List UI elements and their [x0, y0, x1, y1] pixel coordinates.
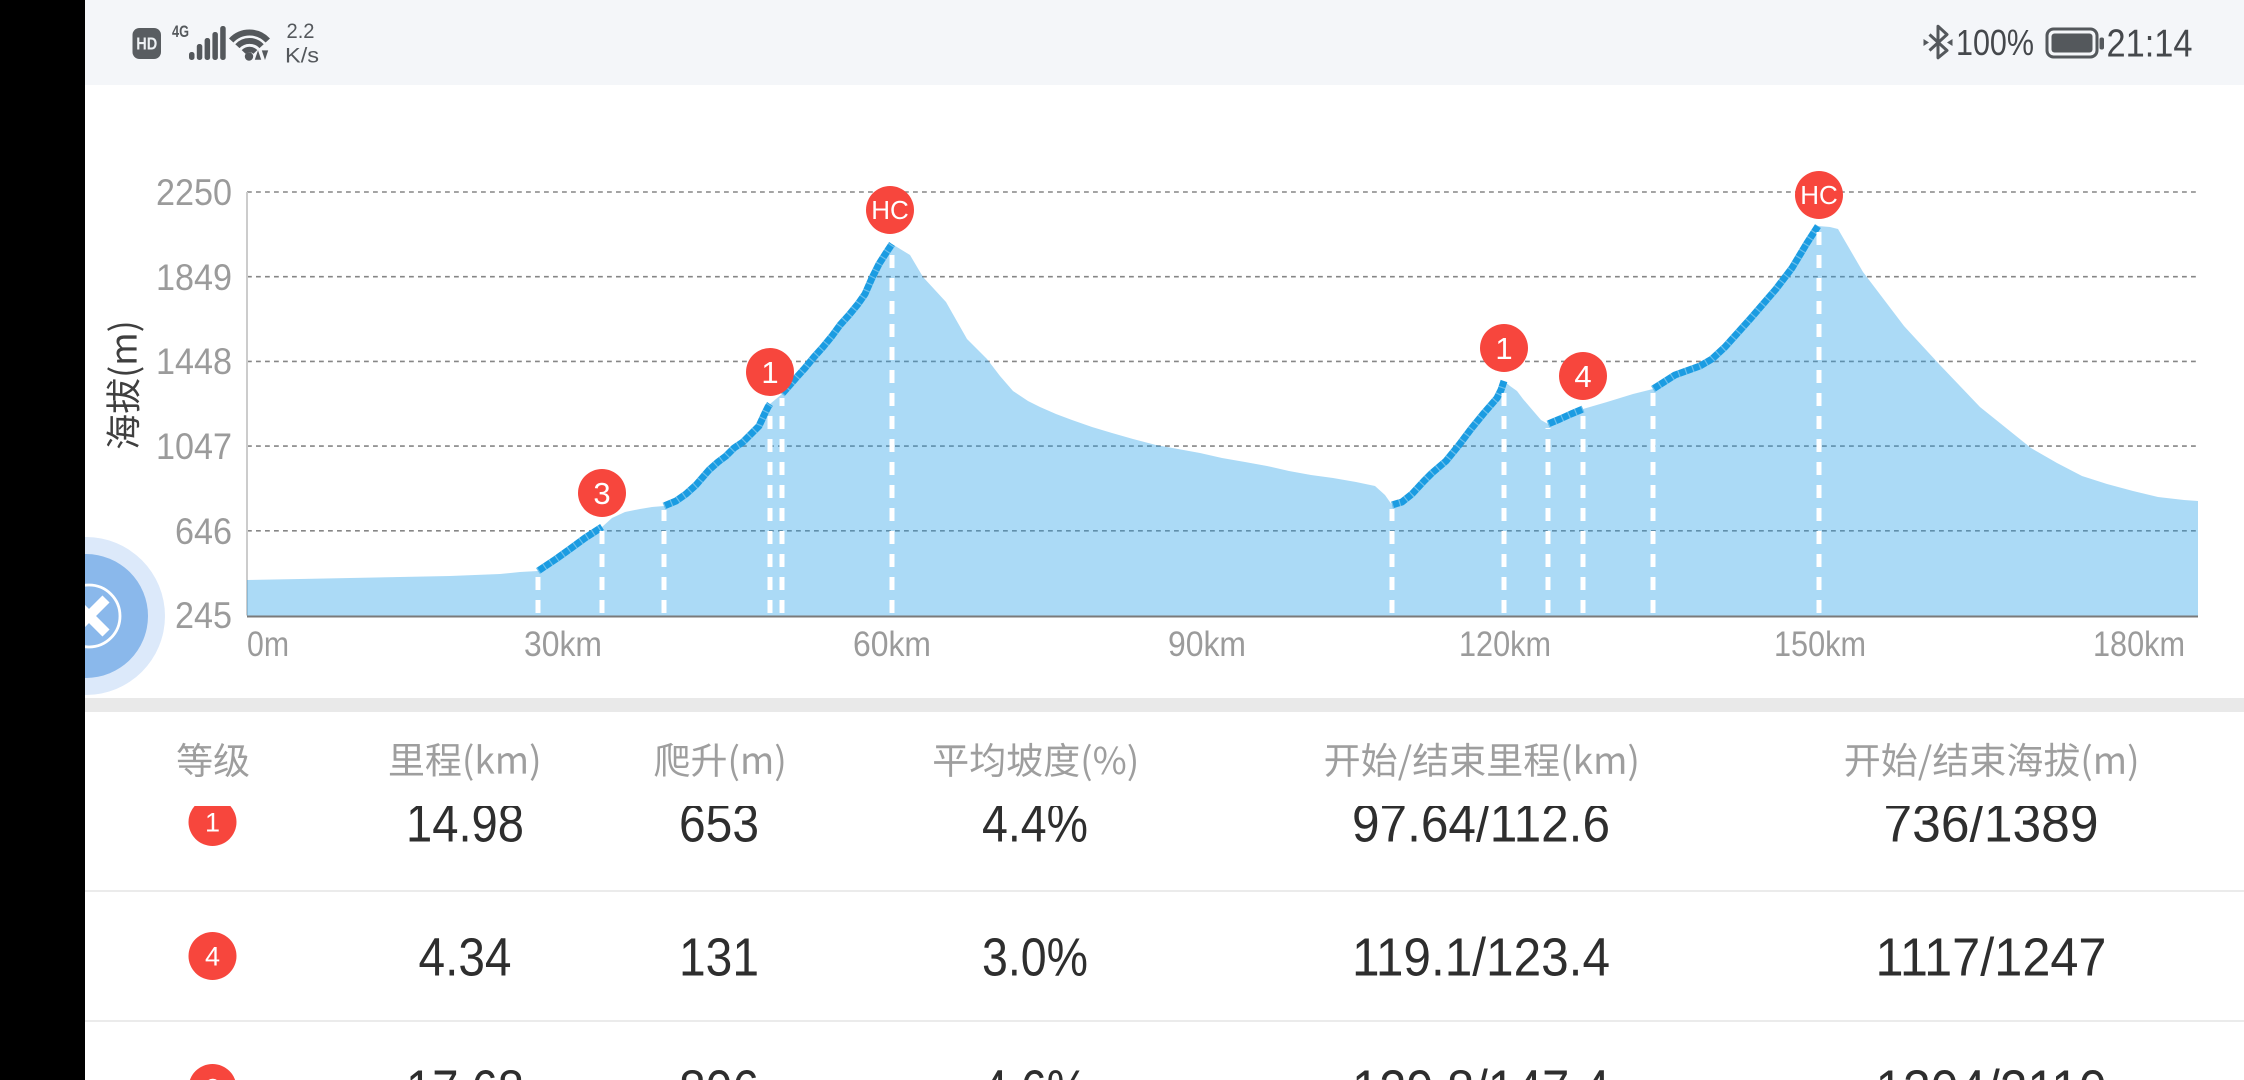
svg-text:4.34: 4.34: [419, 927, 512, 987]
svg-text:180km: 180km: [2093, 625, 2185, 664]
svg-text:129.8/147.4: 129.8/147.4: [1352, 1059, 1610, 1080]
svg-text:2250: 2250: [156, 172, 232, 213]
svg-text:HC: HC: [1800, 180, 1838, 210]
svg-text:3: 3: [593, 476, 610, 511]
svg-text:90km: 90km: [1168, 625, 1246, 664]
svg-text:3.0%: 3.0%: [982, 927, 1088, 987]
svg-text:120km: 120km: [1459, 625, 1551, 664]
svg-text:30km: 30km: [524, 625, 602, 664]
svg-text:1047: 1047: [156, 426, 232, 467]
svg-text:HD: HD: [136, 34, 157, 54]
svg-text:21:14: 21:14: [2107, 23, 2193, 66]
svg-text:4.6%: 4.6%: [982, 1059, 1088, 1080]
svg-text:1448: 1448: [156, 341, 232, 382]
svg-text:1: 1: [761, 355, 778, 390]
svg-text:4: 4: [1574, 359, 1591, 394]
svg-text:150km: 150km: [1774, 625, 1866, 664]
svg-text:14.98: 14.98: [406, 793, 524, 853]
svg-text:245: 245: [175, 595, 232, 636]
svg-text:HC: HC: [871, 195, 909, 225]
svg-text:100%: 100%: [1956, 22, 2034, 63]
svg-text:2.2: 2.2: [287, 19, 315, 43]
svg-text:806: 806: [679, 1059, 759, 1080]
svg-text:97.64/112.6: 97.64/112.6: [1352, 793, 1610, 853]
svg-text:1: 1: [1495, 331, 1512, 366]
svg-text:4G: 4G: [172, 23, 189, 41]
svg-text:736/1389: 736/1389: [1884, 793, 2099, 853]
svg-text:60km: 60km: [853, 625, 931, 664]
svg-text:4: 4: [205, 942, 220, 972]
svg-text:K/s: K/s: [285, 44, 319, 68]
svg-text:1117/1247: 1117/1247: [1876, 927, 2107, 987]
svg-text:653: 653: [679, 793, 759, 853]
svg-text:1304/2110: 1304/2110: [1876, 1059, 2107, 1080]
svg-text:646: 646: [175, 511, 232, 552]
svg-text:17.68: 17.68: [406, 1059, 524, 1080]
svg-text:1: 1: [205, 808, 220, 838]
svg-text:4.4%: 4.4%: [982, 793, 1088, 853]
svg-text:131: 131: [679, 927, 759, 987]
svg-text:119.1/123.4: 119.1/123.4: [1352, 927, 1610, 987]
svg-text:1849: 1849: [156, 257, 232, 298]
svg-text:0m: 0m: [247, 625, 289, 664]
svg-text:2: 2: [205, 1074, 220, 1080]
